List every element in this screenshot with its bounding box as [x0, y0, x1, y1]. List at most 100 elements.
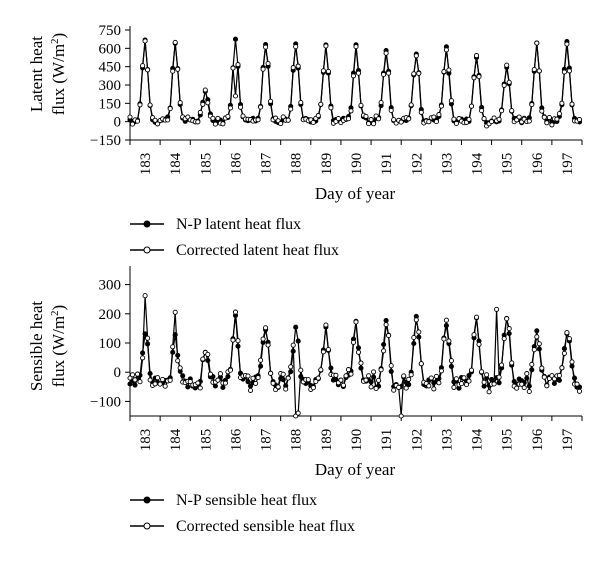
sensible-corrected-series-point — [484, 372, 490, 378]
latent-corrected-series-point — [441, 69, 447, 75]
latent-y-axis-title: Latent heat flux (W/m2) — [27, 33, 68, 115]
sensible-corrected-series-point — [253, 380, 259, 386]
sensible-y-tick-label: 100 — [99, 336, 122, 352]
sensible-corrected-series-point — [197, 385, 203, 391]
sensible-x-tick-label: 183 — [138, 429, 154, 452]
latent-x-tick-label: 189 — [319, 153, 335, 176]
sensible-corrected-series-point — [280, 371, 286, 377]
latent-corrected-series-point — [529, 102, 535, 108]
latent-corrected-series-point — [328, 105, 334, 111]
sensible-corrected-series-point — [155, 375, 161, 381]
latent-corrected-series-point — [371, 121, 377, 127]
sensible-corrected-series-point — [175, 358, 181, 364]
latent-corrected-series-point — [366, 121, 372, 127]
sensible-corrected-series-point — [320, 349, 326, 355]
sensible-corrected-series-point — [519, 381, 525, 387]
sensible-corrected-series-point — [514, 385, 520, 391]
latent-y-tick-label: 600 — [99, 41, 122, 57]
latent-corrected-series-point — [227, 105, 233, 111]
sensible-corrected-series-point — [358, 360, 364, 366]
sensible-corrected-series-point — [147, 377, 153, 383]
latent-corrected-series-point — [499, 108, 505, 114]
latent-ylabel-line2: flux (W/m2) — [49, 33, 68, 115]
sensible-corrected-series-point — [431, 386, 437, 392]
latent-corrected-series-point — [433, 119, 439, 125]
sensible-corrected-series-point — [408, 372, 414, 378]
latent-corrected-series-point — [298, 99, 304, 106]
latent-corrected-series-point — [443, 47, 449, 53]
latent-y-tick-label: 300 — [99, 78, 122, 94]
sensible-corrected-series-point — [310, 385, 316, 391]
latent-x-tick-label: 184 — [168, 152, 184, 175]
sensible-corrected-series-point — [526, 388, 532, 395]
sensible-corrected-series-point — [323, 322, 329, 328]
sensible-corrected-series-point — [353, 319, 359, 325]
sensible-corrected-series-point — [446, 338, 452, 344]
latent-corrected-series-point — [466, 116, 472, 122]
latent-x-axis: 183 184 185 186 187 188 189 190 191 192 193 194 195 1… — [129, 139, 583, 176]
latent-x-tick-label: 195 — [500, 153, 516, 176]
latent-corrected-series-point — [546, 114, 552, 121]
sensible-corrected-series-point — [217, 371, 223, 377]
sensible-corrected-series-point — [479, 369, 485, 375]
sensible-corrected-series-point — [383, 322, 389, 328]
latent-y-tick-label: 450 — [99, 60, 122, 76]
sensible-ylabel-line1: Sensible heat — [27, 301, 46, 391]
sensible-corrected-series-point — [569, 359, 575, 365]
sensible-corrected-series-point — [338, 377, 344, 383]
latent-corrected-series-point — [504, 62, 510, 68]
sensible-corrected-series-point — [132, 377, 138, 383]
latent-corrected-series-point — [145, 67, 151, 73]
latent-corrected-series-point — [210, 115, 216, 121]
sensible-corrected-series-point — [134, 371, 141, 377]
sensible-corrected-series-point — [137, 379, 143, 385]
latent-corrected-series-point — [335, 115, 341, 122]
sensible-corrected-series-point — [127, 375, 133, 381]
latent-chart: Latent heat flux (W/m2) 750 600 450 300 150 0… — [27, 23, 583, 259]
latent-corrected-series-point — [152, 117, 158, 123]
latent-corrected-series-point — [129, 121, 136, 127]
latent-y-tick-label: 150 — [99, 96, 122, 112]
latent-x-tick-label: 191 — [379, 153, 395, 176]
sensible-np-series-point — [556, 377, 562, 383]
sensible-corrected-series-point — [129, 372, 136, 378]
sensible-corrected-series-point — [381, 348, 387, 354]
legend-item-np-latent: N-P latent heat flux — [130, 216, 301, 233]
latent-y-axis: 750 600 450 300 150 0 −150 — [90, 23, 131, 149]
latent-corrected-series-point — [531, 66, 537, 73]
sensible-corrected-series-point — [559, 365, 565, 371]
latent-ylabel-line1: Latent heat — [27, 36, 46, 112]
latent-corrected-series-point — [398, 119, 404, 125]
sensible-corrected-series-point — [524, 371, 530, 377]
sensible-legend: N-P sensible heat flux Corrected sensibl… — [130, 492, 355, 535]
sensible-corrected-series-point — [172, 309, 178, 315]
sensible-corrected-series-point — [463, 382, 470, 388]
sensible-corrected-series-point — [494, 306, 500, 312]
sensible-corrected-series-point — [509, 360, 515, 366]
latent-corrected-series-point — [501, 82, 507, 88]
latent-corrected-series-point — [418, 109, 424, 115]
sensible-y-tick-label: 0 — [114, 365, 122, 381]
sensible-corrected-series-point — [230, 337, 236, 343]
sensible-corrected-series-point — [561, 350, 567, 356]
latent-series — [127, 36, 583, 129]
latent-corrected-series-point — [453, 120, 459, 127]
latent-corrected-series-point — [137, 102, 143, 108]
latent-x-tick-label: 190 — [349, 153, 365, 176]
latent-corrected-series-point — [263, 44, 269, 50]
latent-corrected-series-point — [200, 101, 206, 107]
latent-corrected-series-point — [355, 70, 362, 76]
sensible-np-series-point — [185, 384, 191, 390]
latent-legend: N-P latent heat flux Corrected latent he… — [130, 216, 339, 259]
latent-corrected-series-point — [426, 119, 432, 125]
sensible-np-series-line — [129, 315, 580, 391]
sensible-corrected-series-point — [305, 377, 311, 383]
sensible-corrected-series-point — [458, 381, 465, 387]
sensible-x-tick-label: 185 — [198, 429, 214, 452]
latent-corrected-series-point — [323, 43, 329, 49]
latent-corrected-series-point — [489, 119, 495, 125]
sensible-corrected-series-point — [205, 351, 211, 357]
sensible-corrected-series-point — [340, 382, 346, 388]
latent-corrected-series-point — [232, 93, 239, 99]
latent-corrected-series-point — [202, 87, 208, 93]
